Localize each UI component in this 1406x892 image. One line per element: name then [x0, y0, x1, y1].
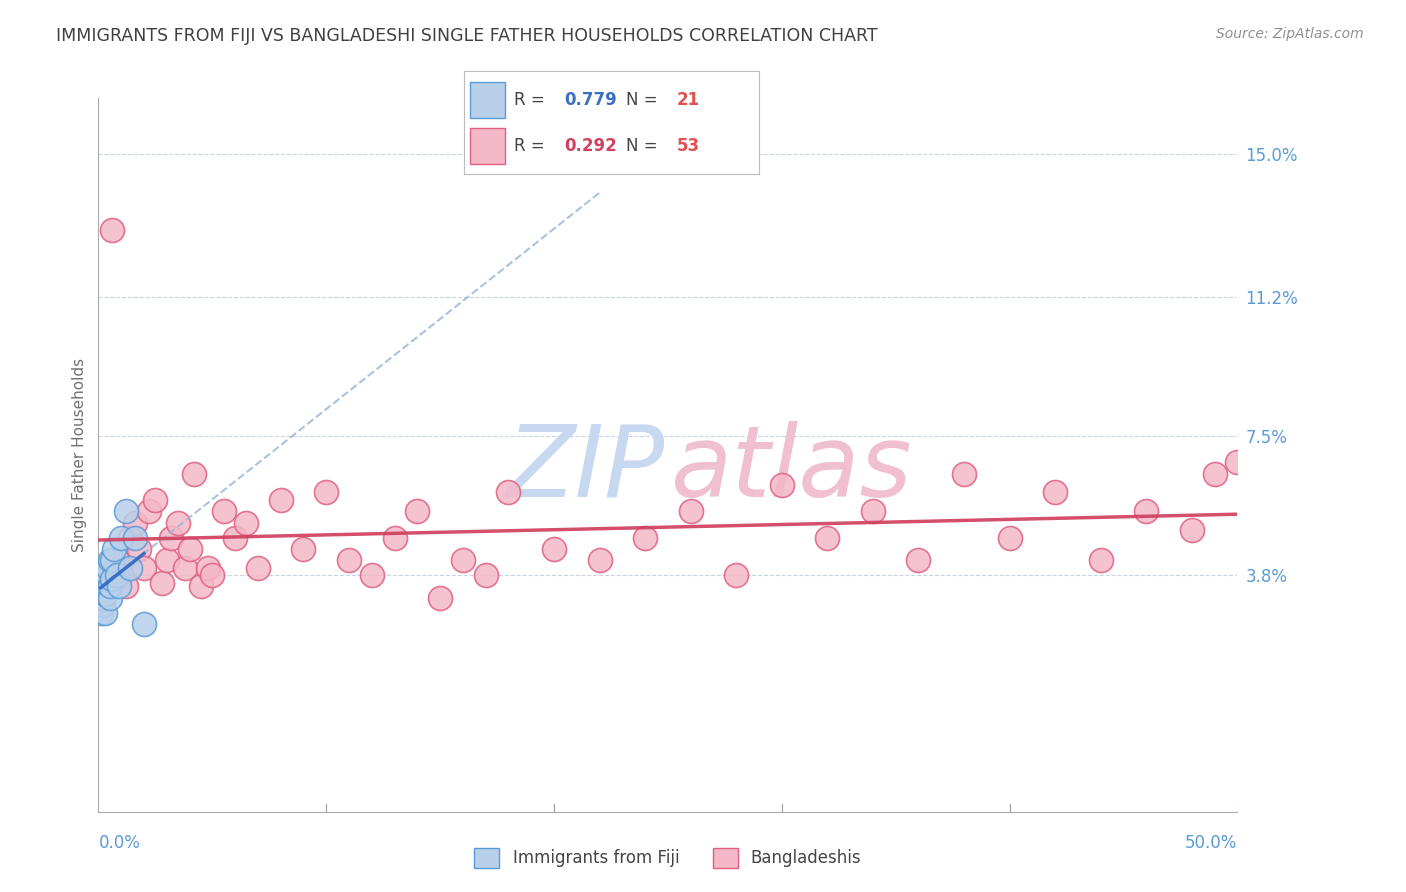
Point	[101, 222, 124, 236]
Point	[105, 568, 128, 582]
Point	[91, 591, 114, 605]
Point	[770, 478, 793, 492]
Bar	[470, 81, 505, 118]
Point	[224, 531, 246, 545]
Point	[190, 579, 212, 593]
Point	[174, 560, 197, 574]
Point	[429, 591, 451, 605]
Point	[815, 531, 838, 545]
Point	[150, 575, 173, 590]
Text: 21: 21	[676, 91, 700, 109]
Point	[179, 541, 201, 556]
Point	[1090, 553, 1112, 567]
Y-axis label: Single Father Households: Single Father Households	[72, 358, 87, 552]
Text: 0.779: 0.779	[564, 91, 617, 109]
Point	[451, 553, 474, 567]
Text: Source: ZipAtlas.com: Source: ZipAtlas.com	[1216, 27, 1364, 41]
Point	[725, 568, 748, 582]
Point	[96, 568, 118, 582]
Text: R =: R =	[515, 91, 550, 109]
Text: 50.0%: 50.0%	[1185, 834, 1237, 852]
Point	[679, 504, 702, 518]
Point	[156, 553, 179, 567]
Point	[124, 516, 146, 530]
Text: 0.292: 0.292	[564, 137, 617, 155]
Point	[132, 560, 155, 574]
Point	[212, 504, 235, 518]
Point	[132, 616, 155, 631]
Point	[235, 516, 257, 530]
Point	[1043, 485, 1066, 500]
Point	[94, 575, 117, 590]
Point	[98, 579, 121, 593]
Point	[1181, 523, 1204, 537]
Point	[114, 504, 136, 518]
Point	[98, 591, 121, 605]
Point	[120, 560, 142, 574]
Point	[94, 587, 117, 601]
Text: R =: R =	[515, 137, 550, 155]
Point	[91, 598, 114, 612]
Point	[90, 606, 112, 620]
Point	[1135, 504, 1157, 518]
Point	[907, 553, 929, 567]
Point	[292, 541, 315, 556]
Legend: Immigrants from Fiji, Bangladeshis: Immigrants from Fiji, Bangladeshis	[468, 841, 868, 875]
Point	[384, 531, 406, 545]
Point	[108, 579, 131, 593]
Point	[145, 493, 167, 508]
Point	[138, 504, 160, 518]
Point	[167, 516, 190, 530]
Point	[114, 579, 136, 593]
Text: 53: 53	[676, 137, 700, 155]
Point	[110, 531, 132, 545]
Point	[953, 467, 976, 481]
Point	[124, 531, 146, 545]
Point	[98, 553, 121, 567]
Point	[183, 467, 205, 481]
Point	[110, 568, 132, 582]
Point	[1226, 455, 1249, 469]
Point	[1204, 467, 1226, 481]
Text: 0.0%: 0.0%	[98, 834, 141, 852]
Point	[105, 553, 128, 567]
Point	[543, 541, 565, 556]
Point	[406, 504, 429, 518]
Point	[96, 568, 118, 582]
Point	[103, 541, 125, 556]
Point	[360, 568, 382, 582]
Point	[201, 568, 224, 582]
Point	[160, 531, 183, 545]
Point	[634, 531, 657, 545]
Point	[588, 553, 610, 567]
Point	[101, 572, 124, 586]
Point	[998, 531, 1021, 545]
Text: N =: N =	[627, 137, 664, 155]
Text: IMMIGRANTS FROM FIJI VS BANGLADESHI SINGLE FATHER HOUSEHOLDS CORRELATION CHART: IMMIGRANTS FROM FIJI VS BANGLADESHI SING…	[56, 27, 877, 45]
Point	[94, 606, 117, 620]
Point	[337, 553, 360, 567]
Point	[246, 560, 269, 574]
Point	[120, 531, 142, 545]
Point	[498, 485, 520, 500]
Point	[101, 553, 124, 567]
Point	[128, 541, 150, 556]
Point	[96, 560, 118, 574]
Point	[474, 568, 496, 582]
Point	[270, 493, 292, 508]
Point	[315, 485, 337, 500]
Point	[862, 504, 884, 518]
Text: ZIP: ZIP	[506, 421, 665, 517]
Bar	[470, 128, 505, 163]
Text: N =: N =	[627, 91, 664, 109]
Point	[197, 560, 219, 574]
Text: atlas: atlas	[671, 421, 912, 517]
